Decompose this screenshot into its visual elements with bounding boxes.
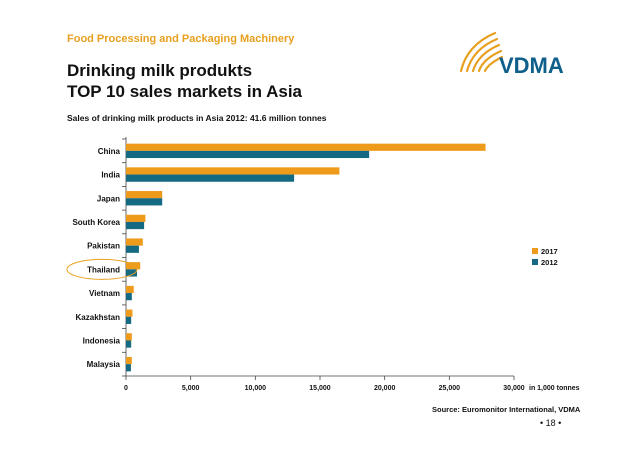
bar [126,245,139,253]
legend-swatch [532,248,538,254]
bar [126,238,143,246]
highlight-ellipse [66,258,138,280]
x-tick-label: 15,000 [309,385,331,392]
category-label: Kazakhstan [76,313,121,322]
source-note: Source: Euromonitor International, VDMA [432,405,581,414]
x-tick-label: 0 [124,385,128,392]
bar [126,340,132,348]
x-tick-label: 5,000 [182,385,200,392]
bar [126,198,163,206]
logo-text: VDMA [499,53,564,78]
title-line-1: Drinking milk produkts [67,61,253,80]
category-label: Vietnam [89,289,120,298]
category-label: Malaysia [87,360,121,369]
bar [126,285,134,294]
title-line-2: TOP 10 sales markets in Asia [67,82,302,101]
chart-subtitle: Sales of drinking milk products in Asia … [67,113,327,123]
category-label: Indonesia [83,336,121,345]
bar [126,309,133,317]
x-tick-label: 25,000 [439,385,461,392]
x-tick-label: 20,000 [374,385,396,392]
x-unit-label: in 1,000 tonnes [529,385,580,392]
bar [126,333,132,341]
bar [126,364,131,372]
bar [126,174,295,182]
bar [126,221,145,230]
bar [126,356,132,365]
vdma-logo: VDMA [459,31,564,78]
category-label: Pakistan [87,242,120,251]
legend-swatch [532,259,538,265]
page-title: Drinking milk produkts TOP 10 sales mark… [67,60,302,102]
supertitle: Food Processing and Packaging Machinery [67,33,295,45]
legend-label: 2017 [541,247,558,256]
bar [126,316,132,324]
category-label: India [101,171,120,180]
bar [126,191,163,199]
category-label: China [98,147,121,156]
category-label: Thailand [87,265,120,274]
bar [126,150,370,159]
bar [126,293,132,301]
bar [126,214,146,222]
x-tick-label: 10,000 [245,385,267,392]
page-number: • 18 • [540,418,562,428]
bar [126,167,340,175]
bar [126,269,137,277]
x-tick-label: 30,000 [503,385,525,392]
logo-rays-icon [459,31,504,73]
bar [126,143,486,151]
bar [126,262,141,270]
legend-label: 2012 [541,258,558,267]
category-label: Japan [97,194,120,203]
category-label: South Korea [72,218,120,227]
